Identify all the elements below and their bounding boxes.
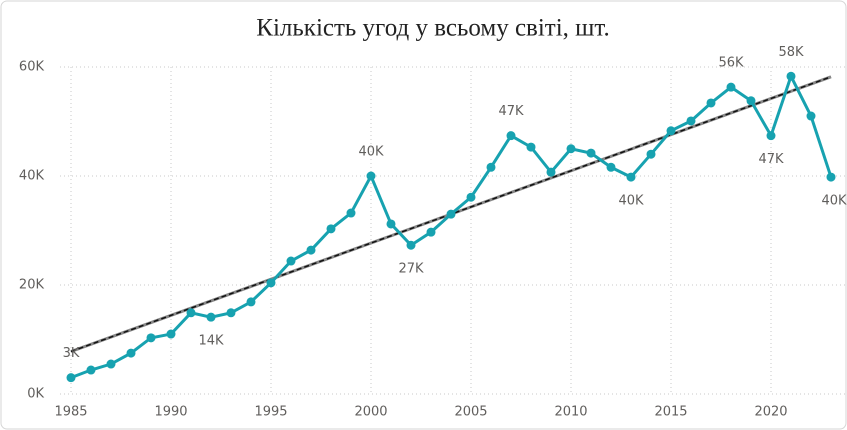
x-tick-label: 1995 (254, 405, 287, 420)
point (426, 227, 436, 237)
point (606, 162, 616, 172)
point (286, 256, 296, 266)
point (546, 167, 556, 177)
point (766, 131, 776, 141)
data-label: 40K (618, 194, 644, 209)
data-label: 27K (398, 262, 424, 277)
x-tick-label: 2005 (454, 405, 487, 420)
point (86, 365, 96, 375)
data-label: 47K (758, 152, 784, 167)
point (726, 82, 736, 92)
point (506, 131, 516, 141)
y-tick-label: 40K (19, 169, 45, 184)
point (626, 172, 636, 182)
point (586, 148, 596, 158)
point (666, 126, 676, 136)
point (386, 219, 396, 229)
point (366, 171, 376, 181)
point (706, 98, 716, 108)
point (346, 208, 356, 218)
chart-title: Кількість угод у всьому світі, шт. (256, 15, 609, 42)
x-tick-label: 1985 (54, 405, 87, 420)
data-label: 40K (358, 145, 384, 160)
y-tick-label: 0K (27, 387, 44, 402)
point (246, 297, 256, 307)
data-label: 47K (498, 104, 524, 119)
point (106, 359, 116, 369)
point (406, 240, 416, 250)
y-tick-label: 20K (19, 278, 45, 293)
point (566, 144, 576, 154)
point (66, 373, 76, 383)
point (186, 308, 196, 318)
data-label: 56K (718, 56, 744, 71)
point (306, 245, 316, 255)
x-tick-label: 1990 (154, 405, 187, 420)
y-tick-label: 60K (19, 60, 45, 75)
data-label: 40K (821, 194, 847, 209)
point (486, 162, 496, 172)
point (126, 348, 136, 358)
point (206, 312, 216, 322)
point (266, 278, 276, 288)
point (526, 142, 536, 152)
point (806, 111, 816, 121)
data-label: 3K (63, 346, 80, 361)
x-tick-label: 2020 (754, 405, 787, 420)
point (646, 149, 656, 159)
point (326, 224, 336, 234)
point (446, 209, 456, 219)
x-tick-label: 2010 (554, 405, 587, 420)
point (786, 71, 796, 81)
data-label: 14K (198, 334, 224, 349)
point (826, 172, 836, 182)
point (686, 116, 696, 126)
point (466, 192, 476, 202)
data-label: 58K (778, 45, 804, 60)
point (746, 96, 756, 106)
point (226, 308, 236, 318)
point (166, 329, 176, 339)
x-tick-label: 2015 (654, 405, 687, 420)
point (146, 333, 156, 343)
x-tick-label: 2000 (354, 405, 387, 420)
